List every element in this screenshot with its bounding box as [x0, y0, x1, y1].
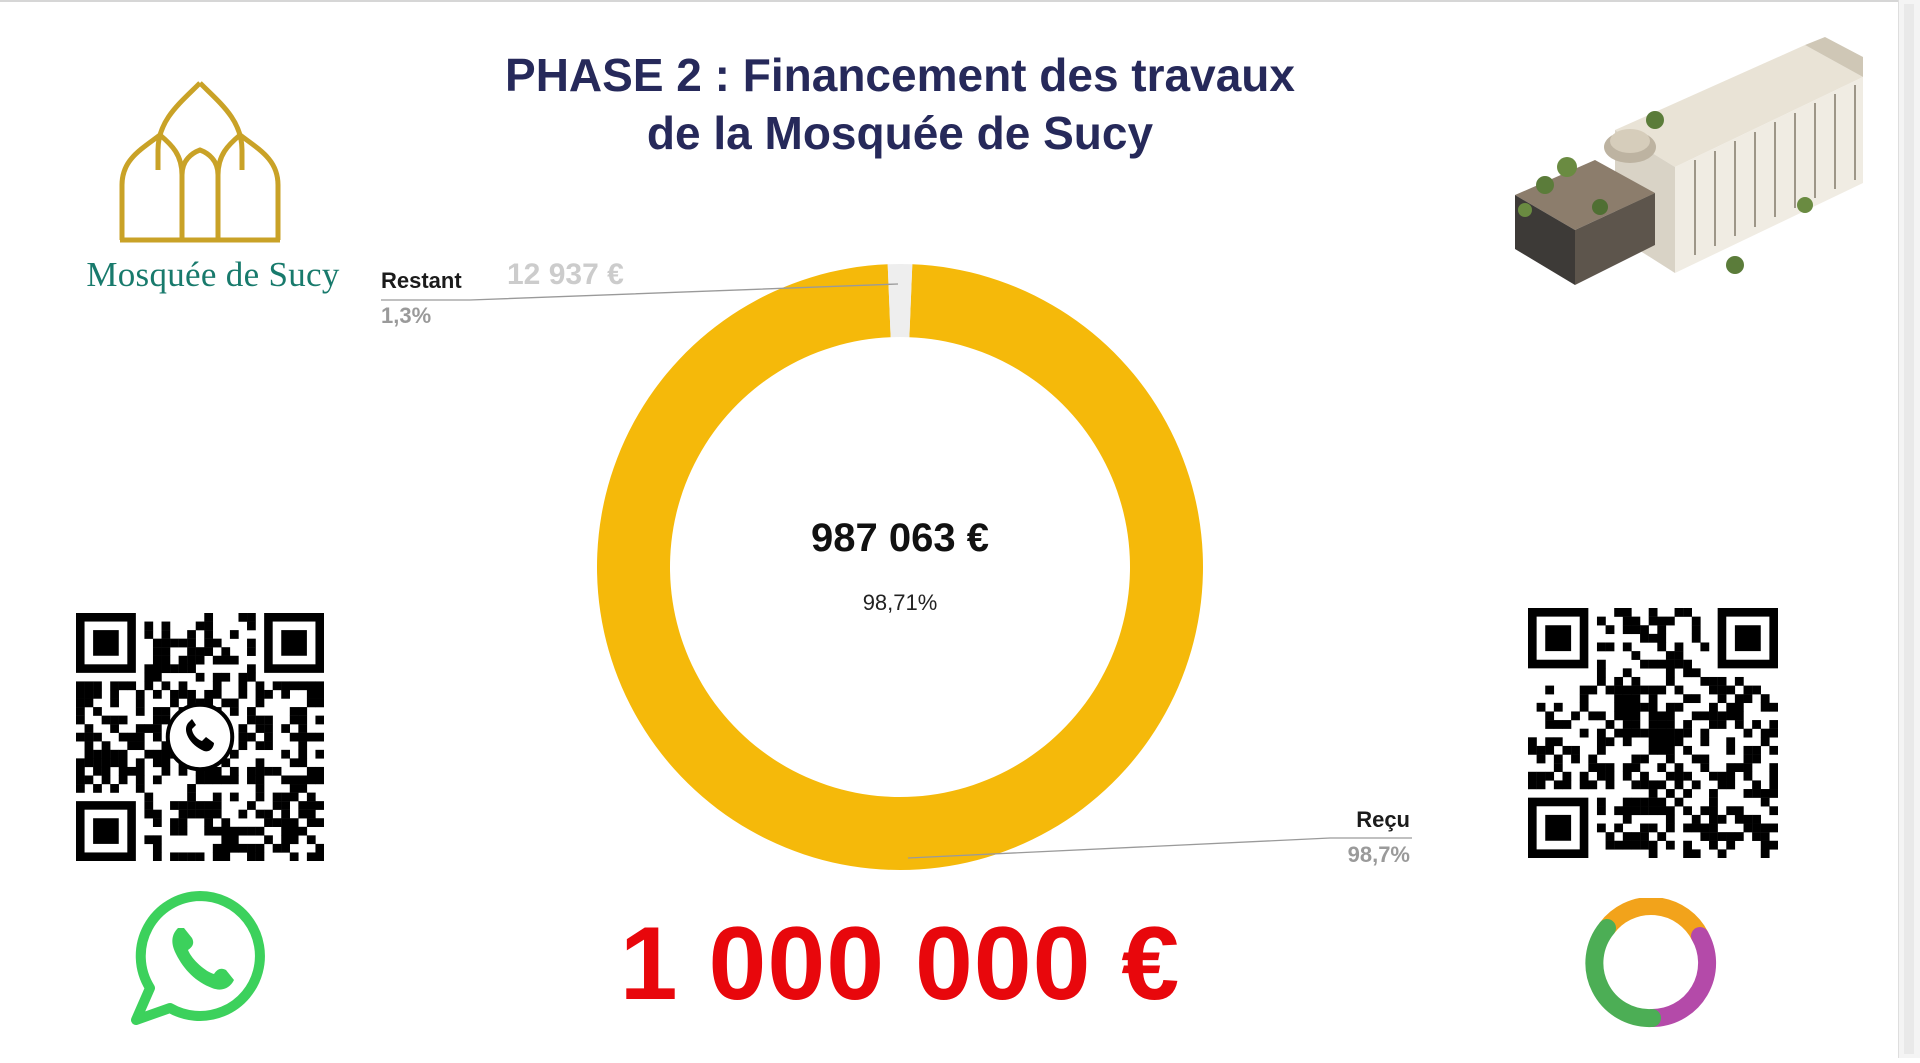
donut-slice-recu[interactable] [597, 264, 1203, 870]
donation-qr-code[interactable] [1528, 608, 1778, 858]
donut-slice-restant[interactable] [887, 264, 913, 338]
whatsapp-qr-code[interactable] [76, 613, 324, 861]
building-illustration [1505, 35, 1865, 305]
page-title: PHASE 2 : Financement des travaux de la … [400, 46, 1400, 162]
whatsapp-icon[interactable] [130, 888, 270, 1028]
scrollbar-thumb[interactable] [1904, 4, 1914, 1054]
title-line-2: de la Mosquée de Sucy [646, 107, 1154, 159]
recu-leader-line [907, 837, 1412, 859]
qr-whatsapp-badge [165, 702, 235, 772]
title-line-1: PHASE 2 : Financement des travaux [505, 49, 1295, 101]
received-amount: 987 063 € [811, 516, 989, 560]
logo-text: Mosquée de Sucy [86, 255, 340, 294]
restant-label: Restant [381, 268, 462, 293]
restant-amount: 12 937 € [507, 258, 624, 291]
recu-label: Reçu [1356, 807, 1410, 832]
goal-amount: 1 000 000 € [619, 906, 1181, 1022]
restant-percent: 1,3% [381, 303, 432, 328]
ring-logo-icon[interactable] [1582, 898, 1722, 1028]
mosque-domes-icon [119, 81, 281, 243]
qr-whatsapp-phone-icon [185, 719, 214, 752]
restant-leader-line [381, 283, 899, 301]
received-percent: 98,71% [862, 590, 938, 615]
mosque-logo: Mosquée de Sucy [40, 75, 360, 305]
top-border [0, 0, 1898, 2]
recu-percent: 98,7% [1347, 842, 1410, 867]
